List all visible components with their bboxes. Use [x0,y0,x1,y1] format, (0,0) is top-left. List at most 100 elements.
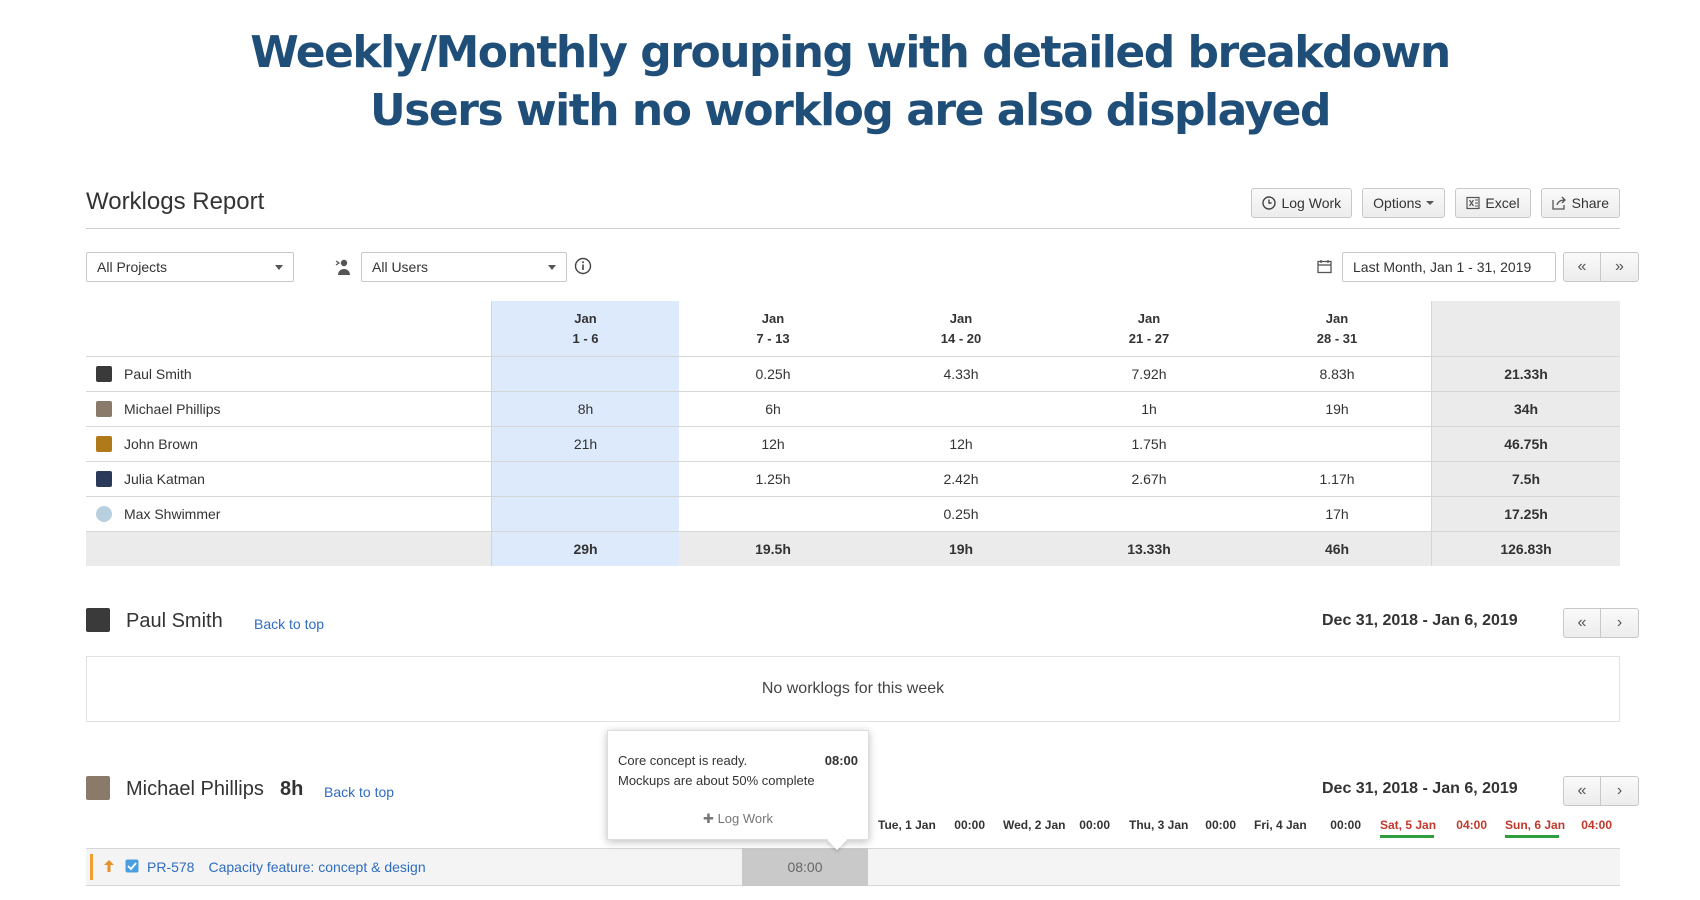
next-week-button[interactable]: › [1601,608,1639,638]
value-cell[interactable]: 12h [949,436,973,452]
projects-select[interactable]: All Projects [86,252,294,282]
back-to-top-link[interactable]: Back to top [254,616,325,632]
chevron-down-icon [275,265,283,270]
value-cell[interactable]: 0.25h [755,366,791,382]
date-range-field[interactable]: Last Month, Jan 1 - 31, 2019 [1342,252,1556,282]
user-name: Julia Katman [124,471,205,487]
day-time: 04:00 [1456,818,1487,832]
tooltip-comment-line-2: Mockups are about 50% complete [618,773,815,788]
log-work-label: Log Work [1281,195,1342,211]
day-time: 00:00 [1330,818,1361,832]
value-cell[interactable]: 1.75h [1131,436,1167,452]
column-header[interactable]: Jan 1 - 6 [491,301,679,356]
tooltip-arrow [827,830,847,850]
info-icon[interactable] [574,257,592,280]
column-header[interactable]: Jan 7 - 13 [679,301,867,356]
value-cell[interactable] [867,392,1055,426]
value-cell[interactable]: 1.25h [755,471,791,487]
next-period-button[interactable]: » [1601,252,1639,282]
back-to-top-link[interactable]: Back to top [324,784,395,800]
section-date-range: Dec 31, 2018 - Jan 6, 2019 [1322,612,1518,629]
day-header: Fri, 4 Jan 00:00 [1254,818,1361,832]
prev-week-button[interactable]: « [1563,776,1601,806]
value-cell[interactable]: 2.42h [943,471,979,487]
day-label: Sat, 5 Jan [1380,818,1437,832]
column-total: 19.5h [755,541,791,557]
day-label: Wed, 2 Jan [1003,818,1066,832]
value-cell[interactable] [679,497,867,531]
value-cell[interactable] [491,357,679,391]
value-cell[interactable]: 8.83h [1319,366,1355,382]
value-cell[interactable]: 8h [491,392,679,426]
table-row[interactable]: Paul Smith 0.25h 4.33h 7.92h 8.83h 21.33… [86,356,1620,391]
avatar [96,471,112,487]
day-header: Wed, 2 Jan 00:00 [1003,818,1110,832]
arrow-up-icon [103,859,115,876]
share-button[interactable]: Share [1540,188,1620,218]
options-button[interactable]: Options [1362,188,1446,218]
user-name: John Brown [124,436,198,452]
empty-message: No worklogs for this week [761,680,945,697]
column-header[interactable]: Jan 28 - 31 [1243,301,1431,356]
section-date-range: Dec 31, 2018 - Jan 6, 2019 [1322,780,1518,797]
chevron-down-icon [1426,200,1435,206]
day-label: Sun, 6 Jan [1505,818,1566,832]
next-week-button[interactable]: › [1601,776,1639,806]
column-days: 21 - 27 [1128,330,1170,346]
day-time: 00:00 [1079,818,1110,832]
excel-label: Excel [1485,195,1520,211]
value-cell[interactable]: 1h [1141,401,1157,417]
prev-period-button[interactable]: « [1563,252,1601,282]
table-header: Jan 1 - 6 Jan 7 - 13 Jan 14 - 20 Jan 21 … [86,301,1620,356]
plus-icon: ✚ [703,811,714,826]
value-cell[interactable] [491,462,679,496]
value-cell[interactable]: 0.25h [943,506,979,522]
day-time: 00:00 [954,818,985,832]
log-work-button[interactable]: Log Work [1251,188,1353,218]
column-header[interactable]: Jan 21 - 27 [1055,301,1243,356]
day-header: Tue, 1 Jan 00:00 [878,818,985,832]
column-header[interactable]: Jan 14 - 20 [867,301,1055,356]
section-pager: « › [1563,608,1639,638]
value-cell[interactable] [491,497,679,531]
task-checkbox-icon [125,859,139,876]
table-row[interactable]: Julia Katman 1.25h 2.42h 2.67h 1.17h 7.5… [86,461,1620,496]
issue-summary-link[interactable]: Capacity feature: concept & design [208,859,426,875]
value-cell[interactable]: 1.17h [1319,471,1355,487]
avatar [86,776,110,800]
column-days: 28 - 31 [1316,330,1358,346]
table-row[interactable]: John Brown 21h 12h 12h 1.75h 46.75h [86,426,1620,461]
excel-button[interactable]: Excel [1455,188,1531,218]
table-row[interactable]: Max Shwimmer 0.25h 17h 17.25h [86,496,1620,531]
worklog-cell[interactable]: 08:00 [742,848,868,886]
value-cell[interactable]: 19h [1325,401,1349,417]
headline-line-2: Users with no worklog are also displayed [370,85,1331,136]
row-total: 17.25h [1431,497,1620,531]
value-cell[interactable]: 2.67h [1131,471,1167,487]
users-select[interactable]: All Users [361,252,567,282]
value-cell[interactable]: 17h [1325,506,1349,522]
value-cell[interactable]: 4.33h [943,366,979,382]
worklog-summary-table: Jan 1 - 6 Jan 7 - 13 Jan 14 - 20 Jan 21 … [86,301,1620,566]
tooltip-log-work-button[interactable]: ✚ Log Work [608,811,868,827]
value-cell[interactable]: 7.92h [1131,366,1167,382]
value-cell[interactable] [1055,497,1243,531]
table-row[interactable]: Michael Phillips 8h 6h 1h 19h 34h [86,391,1620,426]
value-cell[interactable]: 6h [765,401,781,417]
issue-key-link[interactable]: PR-578 [147,859,195,875]
avatar [96,506,112,522]
day-time: 00:00 [1205,818,1236,832]
day-header: Thu, 3 Jan 00:00 [1129,818,1236,832]
row-total: 46.75h [1431,427,1620,461]
prev-week-button[interactable]: « [1563,608,1601,638]
users-select-value: All Users [372,259,429,275]
day-underline [1505,835,1559,838]
value-cell[interactable] [1243,427,1431,461]
worklog-tooltip: Core concept is ready. 08:00 Mockups are… [607,730,869,850]
value-cell[interactable]: 21h [491,427,679,461]
column-month: Jan [761,310,785,326]
value-cell[interactable]: 12h [761,436,785,452]
totals-row: 29h 19.5h 19h 13.33h 46h 126.83h [86,531,1620,566]
page-title: Worklogs Report [86,188,265,215]
day-time: 04:00 [1581,818,1612,832]
